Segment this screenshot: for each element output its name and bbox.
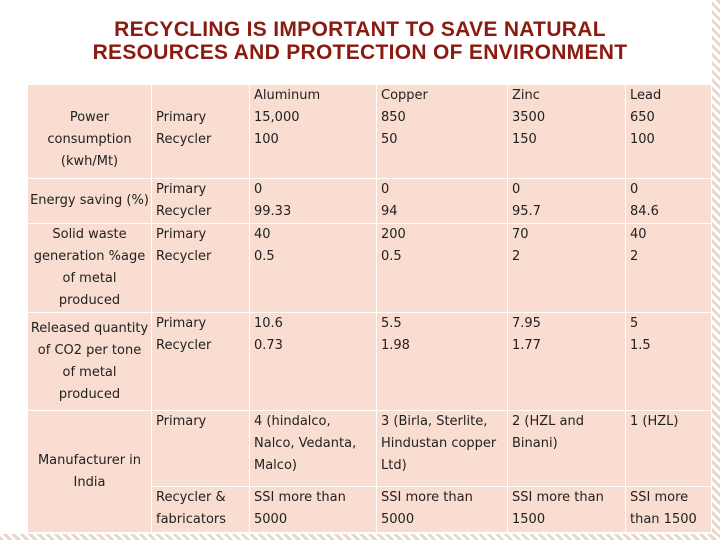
type-primary: Primary (156, 182, 207, 197)
type-cell-co2: Primary Recycler (151, 312, 250, 411)
manufacturer-lead-recycler: SSI more than 1500 (625, 486, 712, 533)
param-label-waste: Solid waste generation %age of metal pro… (27, 223, 152, 313)
row-manufacturer-recycler: Recycler & fabricators SSI more than 500… (28, 486, 712, 533)
title-line-1: RECYCLING IS IMPORTANT TO SAVE NATURAL (114, 18, 606, 41)
param-label-co2: Released quantity of CO2 per tone of met… (27, 312, 152, 411)
type-primary: Primary (156, 227, 207, 242)
energy-aluminum-cell: 0 99.33 (249, 178, 377, 224)
value-recycler: 2 (630, 249, 639, 264)
power-lead-cell: Lead 650 100 (625, 84, 712, 179)
waste-aluminum-cell: 40 0.5 (249, 223, 377, 313)
manufacturer-lead-primary: 1 (HZL) (625, 410, 712, 487)
metal-header-aluminum: Aluminum (254, 88, 321, 103)
co2-lead-cell: 5 1.5 (625, 312, 712, 411)
power-zinc-cell: Zinc 3500 150 (507, 84, 626, 179)
metal-header-copper: Copper (381, 88, 428, 103)
value-recycler: 94 (381, 204, 398, 219)
type-primary: Primary (156, 110, 207, 125)
page-title: RECYCLING IS IMPORTANT TO SAVE NATURAL R… (0, 18, 720, 64)
param-label-energy: Energy saving (%) (27, 178, 152, 224)
energy-copper-cell: 0 94 (376, 178, 508, 224)
waste-copper-cell: 200 0.5 (376, 223, 508, 313)
type-recycler: Recycler (156, 132, 212, 147)
manufacturer-aluminum-primary: 4 (hindalco, Nalco, Vedanta, Malco) (249, 410, 377, 487)
power-aluminum-cell: Aluminum 15,000 100 (249, 84, 377, 179)
value-primary: 0 (630, 182, 639, 197)
waste-zinc-cell: 70 2 (507, 223, 626, 313)
decorative-border-right (712, 0, 720, 540)
value-primary: 0 (254, 182, 263, 197)
manufacturer-zinc-primary: 2 (HZL and Binani) (507, 410, 626, 487)
co2-copper-cell: 5.5 1.98 (376, 312, 508, 411)
value-recycler: 99.33 (254, 204, 292, 219)
metal-header-lead: Lead (630, 88, 662, 103)
co2-zinc-cell: 7.95 1.77 (507, 312, 626, 411)
decorative-border-bottom (0, 534, 720, 540)
energy-lead-cell: 0 84.6 (625, 178, 712, 224)
value-primary: 40 (254, 227, 271, 242)
value-recycler: 150 (512, 132, 537, 147)
value-primary: 15,000 (254, 110, 300, 125)
value-primary: 5.5 (381, 316, 402, 331)
type-recycler: Recycler (156, 204, 212, 219)
value-recycler: 84.6 (630, 204, 659, 219)
type-cell-power: Primary Recycler (151, 84, 250, 179)
param-label-power: Power consumption (kwh/Mt) (27, 84, 152, 179)
value-recycler: 100 (254, 132, 279, 147)
value-recycler: 50 (381, 132, 398, 147)
value-primary: 70 (512, 227, 529, 242)
value-primary: 200 (381, 227, 406, 242)
metal-header-zinc: Zinc (512, 88, 540, 103)
manufacturer-zinc-recycler: SSI more than 1500 (507, 486, 626, 533)
energy-zinc-cell: 0 95.7 (507, 178, 626, 224)
recycling-comparison-table: Power consumption (kwh/Mt) Primary Recyc… (27, 84, 712, 533)
value-primary: 0 (381, 182, 390, 197)
title-line-2: RESOURCES AND PROTECTION OF ENVIRONMENT (92, 41, 628, 64)
value-recycler: 100 (630, 132, 655, 147)
row-co2-released: Released quantity of CO2 per tone of met… (27, 312, 712, 411)
type-recycler: Recycler (156, 249, 212, 264)
waste-lead-cell: 40 2 (625, 223, 712, 313)
row-solid-waste: Solid waste generation %age of metal pro… (27, 223, 712, 313)
value-recycler: 1.77 (512, 338, 541, 353)
value-primary: 5 (630, 316, 639, 331)
type-recycler: Recycler (156, 338, 212, 353)
row-manufacturer-primary: Manufacturer in India Primary 4 (hindalc… (27, 410, 712, 533)
row-energy-saving: Energy saving (%) Primary Recycler 0 99.… (27, 178, 712, 224)
value-recycler: 1.5 (630, 338, 651, 353)
type-cell-energy: Primary Recycler (151, 178, 250, 224)
type-cell-waste: Primary Recycler (151, 223, 250, 313)
type-manufacturer-recycler: Recycler & fabricators (151, 486, 250, 533)
type-manufacturer-primary: Primary (151, 410, 250, 487)
row-power-consumption: Power consumption (kwh/Mt) Primary Recyc… (27, 84, 712, 179)
value-recycler: 2 (512, 249, 521, 264)
value-recycler: 0.5 (381, 249, 402, 264)
value-primary: 3500 (512, 110, 546, 125)
value-recycler: 0.73 (254, 338, 283, 353)
power-copper-cell: Copper 850 50 (376, 84, 508, 179)
value-primary: 40 (630, 227, 647, 242)
param-label-manufacturer: Manufacturer in India (27, 410, 152, 533)
value-primary: 850 (381, 110, 406, 125)
manufacturer-copper-primary: 3 (Birla, Sterlite, Hindustan copper Ltd… (376, 410, 508, 487)
value-recycler: 0.5 (254, 249, 275, 264)
value-primary: 10.6 (254, 316, 283, 331)
manufacturer-aluminum-recycler: SSI more than 5000 (249, 486, 377, 533)
type-primary: Primary (156, 316, 207, 331)
value-primary: 0 (512, 182, 521, 197)
value-recycler: 95.7 (512, 204, 541, 219)
value-primary: 650 (630, 110, 655, 125)
value-recycler: 1.98 (381, 338, 410, 353)
co2-aluminum-cell: 10.6 0.73 (249, 312, 377, 411)
value-primary: 7.95 (512, 316, 541, 331)
manufacturer-copper-recycler: SSI more than 5000 (376, 486, 508, 533)
